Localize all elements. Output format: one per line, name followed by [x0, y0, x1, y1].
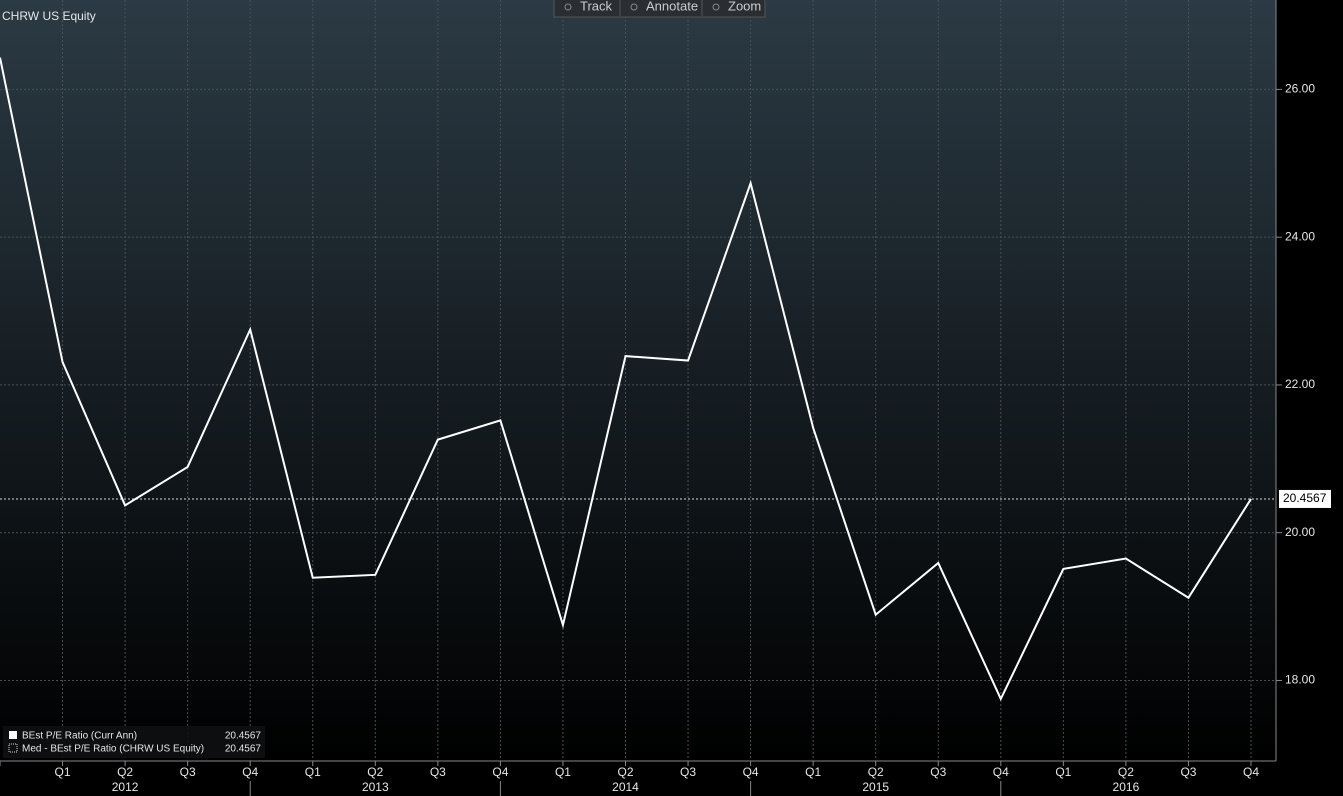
- x-tick-label: Q1: [1055, 765, 1071, 779]
- y-tick-label: 20.00: [1285, 525, 1315, 539]
- toolbar: [553, 0, 766, 18]
- series-line: [0, 57, 1252, 702]
- toolbar-button[interactable]: Annotate: [646, 0, 698, 13]
- x-tick-label: Q1: [805, 765, 821, 779]
- y-tick-label: 18.00: [1285, 673, 1315, 687]
- x-tick-label: Q1: [55, 765, 71, 779]
- x-tick-label: Q2: [868, 765, 884, 779]
- year-label: 2016: [1113, 780, 1140, 794]
- x-tick-label: Q3: [680, 765, 696, 779]
- toolbar-icon: [630, 3, 638, 11]
- plot-area: [0, 0, 1276, 761]
- x-tick-label: Q1: [555, 765, 571, 779]
- legend-label: Med - BEst P/E Ratio (CHRW US Equity): [22, 744, 204, 755]
- x-tick-label: Q2: [117, 765, 133, 779]
- legend: [3, 726, 265, 758]
- toolbar-button[interactable]: Track: [580, 0, 613, 13]
- x-tick-label: Q4: [1243, 765, 1259, 779]
- y-tick-label: 22.00: [1285, 377, 1315, 391]
- x-tick-label: Q3: [930, 765, 946, 779]
- chart-title: CHRW US Equity: [2, 9, 96, 23]
- legend-swatch: [9, 731, 17, 739]
- x-tick-label: Q2: [1118, 765, 1134, 779]
- x-tick-label: Q2: [617, 765, 633, 779]
- year-label: 2012: [112, 780, 139, 794]
- legend-value: 20.4567: [225, 744, 262, 755]
- x-tick-label: Q3: [430, 765, 446, 779]
- y-tick-label: 24.00: [1285, 229, 1315, 243]
- x-tick-label: Q2: [367, 765, 383, 779]
- legend-value: 20.4567: [225, 731, 262, 742]
- legend-label: BEst P/E Ratio (Curr Ann): [22, 731, 137, 742]
- year-label: 2013: [362, 780, 389, 794]
- x-tick-label: Q4: [242, 765, 258, 779]
- toolbar-icon: [712, 3, 720, 11]
- x-tick-label: Q1: [305, 765, 321, 779]
- median-marker-box: [1279, 489, 1331, 508]
- year-label: 2015: [862, 780, 889, 794]
- median-marker-label: 20.4567: [1283, 491, 1327, 505]
- toolbar-icon: [564, 3, 572, 11]
- x-tick-label: Q3: [180, 765, 196, 779]
- toolbar-button[interactable]: Zoom: [728, 0, 761, 13]
- year-label: 2014: [612, 780, 639, 794]
- x-tick-label: Q3: [1180, 765, 1196, 779]
- legend-swatch: [8, 743, 18, 753]
- x-tick-label: Q4: [492, 765, 508, 779]
- x-tick-label: Q4: [993, 765, 1009, 779]
- x-tick-label: Q4: [743, 765, 759, 779]
- y-tick-label: 26.00: [1285, 82, 1315, 96]
